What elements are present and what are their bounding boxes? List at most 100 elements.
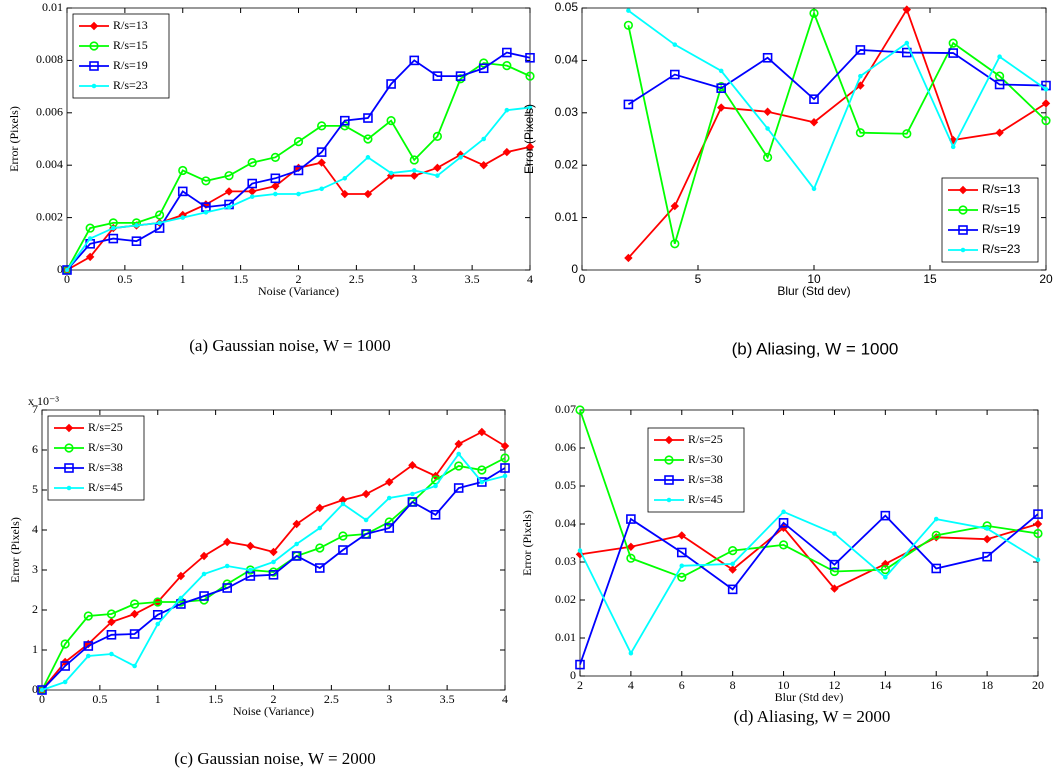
marker xyxy=(950,144,956,150)
marker xyxy=(89,41,99,51)
marker xyxy=(111,225,116,231)
y-offset-text: x 10⁻³ xyxy=(28,394,59,408)
x-tick-label: 10 xyxy=(778,678,790,692)
marker xyxy=(672,42,678,47)
marker xyxy=(292,519,301,529)
marker xyxy=(246,541,255,551)
marker xyxy=(273,191,278,197)
y-tick-label: 0 xyxy=(570,668,576,682)
x-tick-label: 4 xyxy=(527,272,533,286)
marker xyxy=(39,687,45,693)
caption: (a) Gaussian noise, W = 1000 xyxy=(189,336,391,355)
marker xyxy=(249,194,255,199)
y-tick-label: 0.01 xyxy=(555,210,579,224)
marker xyxy=(87,236,93,241)
marker xyxy=(728,545,738,556)
marker xyxy=(340,501,346,507)
marker xyxy=(83,611,93,621)
y-tick-label: 6 xyxy=(32,442,38,456)
y-tick-label: 0.04 xyxy=(555,516,576,530)
marker xyxy=(1033,519,1043,529)
caption: (d) Aliasing, W = 2000 xyxy=(734,707,891,726)
marker xyxy=(178,165,188,176)
marker xyxy=(811,186,817,192)
marker xyxy=(361,489,371,499)
y-axis-label: Error (Pixels) xyxy=(7,106,21,172)
marker xyxy=(363,517,369,523)
marker xyxy=(432,131,443,141)
marker xyxy=(500,463,510,473)
marker xyxy=(880,564,890,575)
x-tick-label: 3.5 xyxy=(465,272,480,286)
marker xyxy=(624,253,633,263)
marker xyxy=(525,142,535,152)
marker xyxy=(385,477,394,487)
y-axis-label: Error (Pixels) xyxy=(520,510,534,576)
panel-a: 0 0.5 1 1.5 2 2.5 3 3.5 4 0 0.002 0.004 0.006 0.008 0.… xyxy=(7,0,535,355)
marker xyxy=(984,526,990,531)
series-line xyxy=(627,48,1047,106)
marker xyxy=(948,48,959,58)
marker xyxy=(454,461,464,471)
marker xyxy=(155,621,161,627)
marker xyxy=(855,128,866,138)
x-tick-label: 1 xyxy=(180,272,186,286)
marker xyxy=(778,518,789,528)
marker xyxy=(177,186,188,197)
marker xyxy=(64,423,74,433)
marker xyxy=(109,651,114,657)
marker xyxy=(670,239,680,249)
y-axis-label: Error (Pixels) xyxy=(522,104,536,174)
marker xyxy=(365,155,371,160)
marker xyxy=(130,609,139,619)
marker xyxy=(995,128,1004,137)
marker xyxy=(60,661,70,671)
marker xyxy=(314,563,325,573)
legend-label: R/s=13 xyxy=(113,18,148,32)
legend-box xyxy=(47,415,145,501)
marker xyxy=(296,191,301,197)
y-tick-label: 0.05 xyxy=(555,0,579,14)
y-tick-label: 0.008 xyxy=(36,52,63,66)
y-tick-label: 0.02 xyxy=(555,592,576,606)
marker xyxy=(1043,86,1049,92)
marker xyxy=(677,572,687,582)
marker xyxy=(157,220,162,226)
marker xyxy=(338,531,348,541)
y-tick-label: 0.01 xyxy=(42,0,63,14)
x-tick-label: 3.5 xyxy=(440,692,455,706)
marker xyxy=(66,485,72,491)
x-tick-label: 5 xyxy=(695,272,702,286)
marker xyxy=(433,163,442,173)
marker xyxy=(317,525,323,531)
y-tick-label: 0.07 xyxy=(555,402,576,416)
y-tick-label: 2 xyxy=(32,602,38,616)
marker xyxy=(130,599,140,609)
marker xyxy=(809,94,819,104)
y-tick-label: 0 xyxy=(57,262,63,276)
series-line xyxy=(66,62,531,271)
marker xyxy=(268,569,279,580)
marker xyxy=(411,168,417,173)
x-tick-label: 14 xyxy=(879,678,891,692)
marker xyxy=(363,113,373,123)
marker xyxy=(201,176,211,186)
series-line xyxy=(627,7,1047,259)
marker xyxy=(762,52,773,63)
marker xyxy=(342,176,348,181)
marker xyxy=(718,68,724,74)
marker xyxy=(64,267,70,273)
marker xyxy=(86,653,91,659)
marker xyxy=(410,491,415,497)
marker xyxy=(832,531,837,536)
marker xyxy=(479,479,485,485)
marker xyxy=(131,236,142,246)
x-tick-label: 1.5 xyxy=(208,692,223,706)
legend-label: R/s=15 xyxy=(982,202,1021,216)
marker xyxy=(108,233,119,244)
caption: (b) Aliasing, W = 1000 xyxy=(732,339,899,358)
marker xyxy=(247,157,257,168)
marker xyxy=(132,663,137,669)
marker xyxy=(479,58,489,68)
